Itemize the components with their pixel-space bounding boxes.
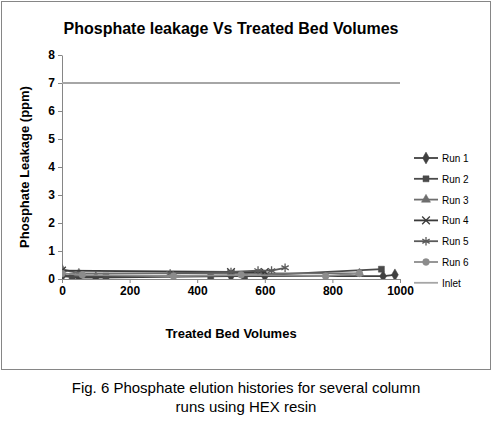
y-tick-label: 0 xyxy=(48,272,55,286)
legend-item: Run 5 xyxy=(414,236,469,247)
legend-item: Inlet xyxy=(414,278,461,289)
x-tick-label: 0 xyxy=(59,284,66,298)
y-tick-label: 3 xyxy=(48,188,55,202)
legend-label: Run 4 xyxy=(442,215,469,226)
x-tick: 1000 xyxy=(387,279,414,298)
y-tick-mark xyxy=(58,195,62,196)
series xyxy=(62,264,364,276)
legend-label: Run 1 xyxy=(442,153,469,164)
x-tick: 200 xyxy=(120,279,140,298)
legend-label: Run 5 xyxy=(442,236,469,247)
x-tick-mark xyxy=(197,279,198,283)
x-tick-mark xyxy=(332,279,333,283)
y-tick-mark xyxy=(58,223,62,224)
y-tick-mark xyxy=(58,111,62,112)
series xyxy=(62,266,384,279)
x-tick-label: 400 xyxy=(188,284,208,298)
x-tick-label: 1000 xyxy=(387,284,414,298)
legend-label: Inlet xyxy=(442,278,461,289)
marker xyxy=(62,270,65,277)
y-tick-mark xyxy=(58,55,62,56)
y-tick-label: 4 xyxy=(48,160,55,174)
marker xyxy=(355,268,364,276)
x-tick: 600 xyxy=(255,279,275,298)
legend-item: Run 3 xyxy=(414,194,469,205)
legend-marker xyxy=(422,237,429,245)
x-axis-title: Treated Bed Volumes xyxy=(165,326,296,341)
caption: Fig. 6 Phosphate elution histories for s… xyxy=(72,379,421,396)
legend-item: Run 2 xyxy=(414,174,469,185)
chart-frame xyxy=(2,2,491,370)
x-tick-mark xyxy=(130,279,131,283)
x-axis: 0 200 400 600 800 1000 xyxy=(59,279,414,298)
series xyxy=(62,270,363,279)
y-tick-label: 6 xyxy=(48,104,55,118)
legend-swatch xyxy=(414,282,438,284)
marker xyxy=(356,270,363,277)
marker xyxy=(392,269,399,279)
marker xyxy=(170,273,177,279)
x-tick-mark xyxy=(62,279,63,283)
y-tick: 5 xyxy=(48,132,62,146)
y-tick-label: 1 xyxy=(48,244,55,258)
legend-marker xyxy=(421,194,430,202)
marker xyxy=(238,271,245,278)
marker xyxy=(378,266,384,272)
y-axis-title: Phosphate Leakage (ppm) xyxy=(17,86,32,248)
plot-area xyxy=(62,83,400,279)
x-tick-label: 800 xyxy=(323,284,343,298)
x-tick-label: 200 xyxy=(120,284,140,298)
x-axis-line xyxy=(63,279,401,280)
chart: Phosphate leakage Vs Treated Bed Volumes… xyxy=(0,0,493,428)
y-tick: 8 xyxy=(48,48,62,62)
x-tick-mark xyxy=(265,279,266,283)
series xyxy=(62,83,400,84)
legend-item: Run 6 xyxy=(414,257,469,268)
series-line xyxy=(62,82,400,84)
series xyxy=(62,269,398,279)
y-axis: 0 1 2 3 4 5 6 7 8 xyxy=(48,48,62,286)
legend-marker xyxy=(423,152,430,164)
x-tick: 0 xyxy=(59,279,66,298)
y-tick: 3 xyxy=(48,188,62,202)
y-tick-mark xyxy=(58,139,62,140)
legend-label: Run 2 xyxy=(442,174,469,185)
series-line xyxy=(62,273,359,276)
marker xyxy=(268,266,275,274)
marker xyxy=(254,266,261,274)
y-tick-mark xyxy=(58,279,62,280)
y-axis-line xyxy=(62,56,63,280)
marker xyxy=(62,270,65,279)
y-tick-label: 2 xyxy=(48,216,55,230)
legend-item: Run 4 xyxy=(414,215,469,226)
legend-marker xyxy=(423,176,429,182)
x-tick-mark xyxy=(400,279,401,283)
x-tick: 800 xyxy=(323,279,343,298)
y-tick-label: 7 xyxy=(48,76,55,90)
legend-item: Run 1 xyxy=(414,152,469,164)
y-tick: 7 xyxy=(48,76,62,90)
y-tick: 1 xyxy=(48,244,62,258)
legend: Run 1 Run 2 Run 3 Run 4 Run 5 Run 6 Inlet xyxy=(414,152,469,289)
y-tick: 0 xyxy=(48,272,62,286)
caption: runs using HEX resin xyxy=(176,398,317,415)
y-tick-label: 5 xyxy=(48,132,55,146)
y-tick: 4 xyxy=(48,160,62,174)
title: Phosphate leakage Vs Treated Bed Volumes xyxy=(64,20,399,37)
y-tick-mark xyxy=(58,251,62,252)
legend-marker xyxy=(423,259,430,266)
legend-label: Run 6 xyxy=(442,257,469,268)
marker xyxy=(281,264,288,272)
x-tick-label: 600 xyxy=(255,284,275,298)
marker xyxy=(322,273,329,279)
legend-marker xyxy=(422,217,430,225)
marker xyxy=(79,271,86,278)
legend-label: Run 3 xyxy=(442,195,469,206)
y-tick-mark xyxy=(58,83,62,84)
y-tick-label: 8 xyxy=(48,48,55,62)
y-tick-mark xyxy=(58,167,62,168)
x-tick: 400 xyxy=(188,279,208,298)
y-tick: 6 xyxy=(48,104,62,118)
y-tick: 2 xyxy=(48,216,62,230)
